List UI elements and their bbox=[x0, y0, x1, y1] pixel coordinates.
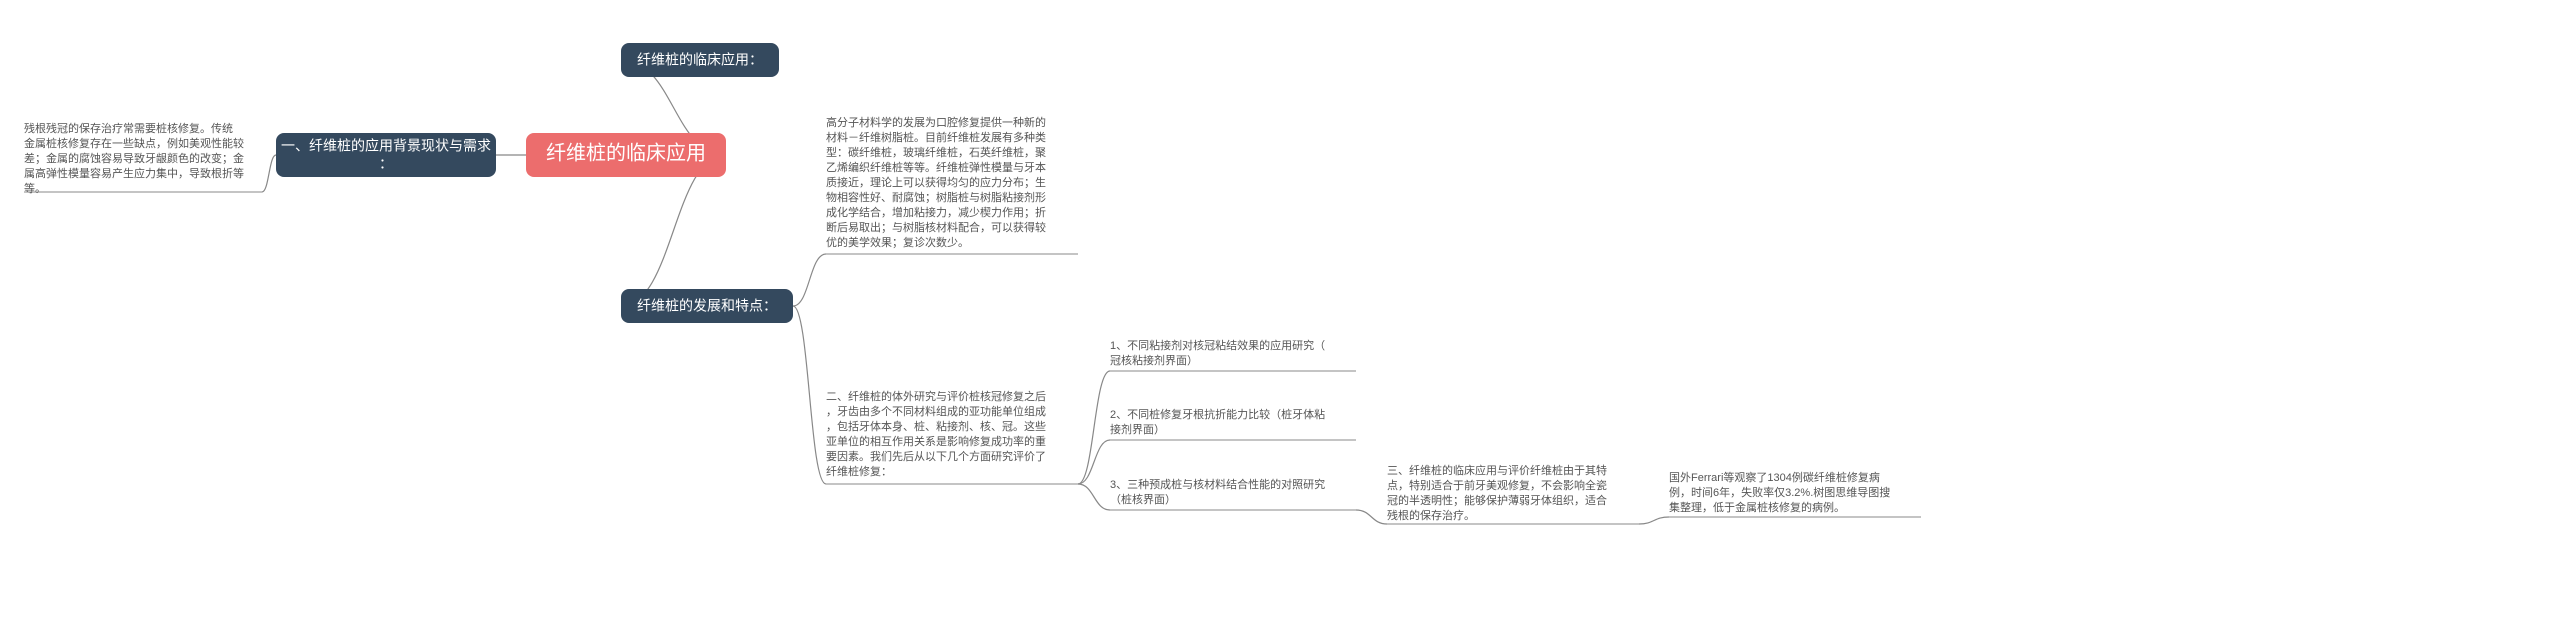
para2-leaf-1-line: 2、不同桩修复牙根抗折能力比较（桩牙体粘 bbox=[1110, 407, 1325, 421]
dev-leaf-1-line: ，牙齿由多个不同材料组成的亚功能单位组成 bbox=[826, 404, 1046, 418]
edge bbox=[621, 155, 726, 306]
left-leaf-line: 差；金属的腐蚀容易导致牙龈颜色的改变；金 bbox=[24, 151, 244, 165]
edge bbox=[1078, 371, 1110, 484]
edge bbox=[1078, 440, 1110, 484]
left-branch-node: 一、纤维桩的应用背景现状与需求 ： bbox=[276, 133, 496, 177]
left-leaf: 残根残冠的保存治疗常需要桩核修复。传统金属桩核修复存在一些缺点，例如美观性能较差… bbox=[24, 121, 262, 195]
dev-leaf-0-line: 物相容性好、耐腐蚀；树脂桩与树脂粘接剂形 bbox=[826, 190, 1046, 204]
edge bbox=[262, 155, 276, 192]
deep-leaf-1-line: 冠的半透明性；能够保护薄弱牙体组织，适合 bbox=[1387, 493, 1607, 507]
dev-leaf-0-line: 成化学结合，增加粘接力，减少楔力作用；折 bbox=[826, 205, 1046, 219]
dev-leaf-0-line: 高分子材料学的发展为口腔修复提供一种新的 bbox=[826, 115, 1046, 129]
left-leaf-line: 属高弹性模量容易产生应力集中，导致根折等 bbox=[24, 166, 244, 180]
dev-leaf-1-line: 二、纤维桩的体外研究与评价桩核冠修复之后 bbox=[826, 389, 1046, 403]
dev-leaf-0-line: 质接近，理论上可以获得均匀的应力分布；生 bbox=[826, 175, 1046, 189]
para2-leaf-1-line: 接剂界面） bbox=[1110, 422, 1165, 436]
right-branch-node-1: 纤维桩的发展和特点： bbox=[621, 289, 793, 323]
root-node: 纤维桩的临床应用 bbox=[526, 133, 726, 177]
dev-leaf-1-line: 要因素。我们先后从以下几个方面研究评价了 bbox=[826, 449, 1046, 463]
dev-leaf-0-line: 乙烯编织纤维桩等等。纤维桩弹性模量与牙本 bbox=[826, 160, 1046, 174]
edge bbox=[793, 254, 826, 306]
dev-leaf-1-line: 纤维桩修复： bbox=[826, 464, 892, 478]
dev-leaf-0: 高分子材料学的发展为口腔修复提供一种新的材料－纤维树脂桩。目前纤维桩发展有多种类… bbox=[826, 115, 1078, 254]
right-branch-node-0: 纤维桩的临床应用： bbox=[621, 43, 779, 77]
dev-leaf-0-line: 材料－纤维树脂桩。目前纤维桩发展有多种类 bbox=[826, 130, 1046, 144]
para2-leaf-0-line: 冠核粘接剂界面） bbox=[1110, 353, 1198, 367]
left-leaf-line: 等。 bbox=[24, 181, 46, 195]
right-branch-node-0-label: 纤维桩的临床应用： bbox=[637, 52, 763, 68]
dev-leaf-0-line: 型：碳纤维桩，玻璃纤维桩，石英纤维桩，聚 bbox=[826, 145, 1046, 159]
deep-leaf-2-line: 例，时间6年，失败率仅3.2%.树图思维导图搜 bbox=[1669, 485, 1890, 499]
deep-leaf-2: 国外Ferrari等观察了1304例碳纤维桩修复病例，时间6年，失败率仅3.2%… bbox=[1669, 470, 1921, 517]
right-branch-node-1-label: 纤维桩的发展和特点： bbox=[637, 298, 777, 314]
deep-leaf-1-line: 三、纤维桩的临床应用与评价纤维桩由于其特 bbox=[1387, 463, 1607, 477]
para2-leaf-2-line: 3、三种预成桩与核材料结合性能的对照研究 bbox=[1110, 477, 1325, 491]
edge bbox=[1078, 484, 1110, 510]
deep-leaf-2-line: 国外Ferrari等观察了1304例碳纤维桩修复病 bbox=[1669, 470, 1880, 484]
deep-leaf-2-line: 集整理，低于金属桩核修复的病例。 bbox=[1669, 500, 1845, 514]
edge bbox=[1639, 517, 1669, 524]
dev-leaf-0-line: 断后易取出；与树脂核材料配合，可以获得较 bbox=[826, 220, 1046, 234]
para2-leaf-2-line: （桩核界面） bbox=[1110, 492, 1176, 506]
deep-leaf-1-line: 点，特别适合于前牙美观修复，不会影响全瓷 bbox=[1387, 478, 1607, 492]
deep-leaf-1: 三、纤维桩的临床应用与评价纤维桩由于其特点，特别适合于前牙美观修复，不会影响全瓷… bbox=[1387, 463, 1639, 524]
left-branch-node-label: ： bbox=[379, 156, 393, 172]
left-leaf-line: 金属桩核修复存在一些缺点，例如美观性能较 bbox=[24, 136, 244, 150]
dev-leaf-1-line: 亚单位的相互作用关系是影响修复成功率的重 bbox=[826, 434, 1046, 448]
root-node-label: 纤维桩的临床应用 bbox=[546, 142, 706, 165]
dev-leaf-1: 二、纤维桩的体外研究与评价桩核冠修复之后，牙齿由多个不同材料组成的亚功能单位组成… bbox=[826, 389, 1078, 484]
deep-leaf-1-line: 残根的保存治疗。 bbox=[1387, 508, 1475, 522]
para2-leaf-0-line: 1、不同粘接剂对核冠粘结效果的应用研究（ bbox=[1110, 338, 1325, 352]
para2-leaf-2: 3、三种预成桩与核材料结合性能的对照研究（桩核界面） bbox=[1110, 477, 1356, 510]
dev-leaf-0-line: 优的美学效果；复诊次数少。 bbox=[826, 235, 969, 249]
left-leaf-line: 残根残冠的保存治疗常需要桩核修复。传统 bbox=[24, 121, 233, 135]
edge bbox=[1356, 510, 1387, 524]
para2-leaf-1: 2、不同桩修复牙根抗折能力比较（桩牙体粘接剂界面） bbox=[1110, 407, 1356, 440]
para2-leaf-0: 1、不同粘接剂对核冠粘结效果的应用研究（冠核粘接剂界面） bbox=[1110, 338, 1356, 371]
dev-leaf-1-line: ，包括牙体本身、桩、粘接剂、核、冠。这些 bbox=[826, 419, 1046, 433]
left-branch-node-label: 一、纤维桩的应用背景现状与需求 bbox=[281, 138, 491, 154]
edge bbox=[793, 306, 826, 484]
